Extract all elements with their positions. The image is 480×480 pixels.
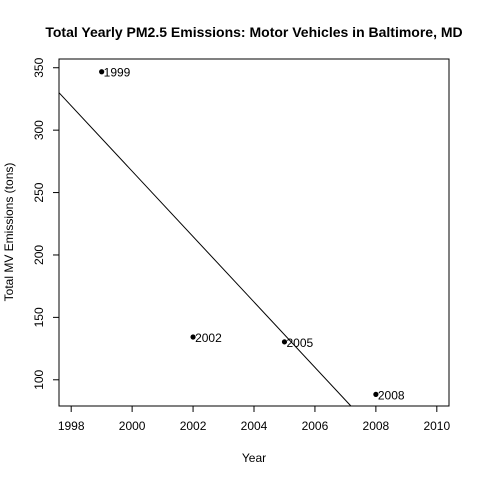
point-label-2008: 2008 — [378, 388, 405, 402]
data-point-2008 — [373, 391, 379, 397]
x-tick-label: 2002 — [180, 419, 207, 433]
y-tick-label: 250 — [32, 182, 46, 202]
x-axis-label: Year — [242, 451, 266, 465]
x-tick-label: 2000 — [119, 419, 146, 433]
axis-ticks: 1998 2000 2002 2004 2006 2008 2010 100 150 200 250… — [32, 57, 450, 433]
data-point-2002 — [190, 334, 196, 340]
point-label-2005: 2005 — [286, 336, 313, 350]
point-label-2002: 2002 — [195, 331, 222, 345]
y-axis-label: Total MV Emissions (tons) — [2, 163, 16, 302]
x-tick-label: 1998 — [58, 419, 85, 433]
y-tick-label: 300 — [32, 120, 46, 140]
x-tick-label: 2010 — [423, 419, 450, 433]
y-tick-label: 100 — [32, 369, 46, 389]
trend-line-group — [58, 92, 352, 407]
y-tick-label: 350 — [32, 57, 46, 77]
point-label-1999: 1999 — [104, 66, 131, 80]
trend-line — [58, 92, 352, 407]
x-tick-label: 2004 — [241, 419, 268, 433]
data-point-2005 — [281, 339, 288, 345]
data-points: 1999 2002 2005 2008 — [99, 66, 405, 402]
data-point-1999 — [99, 69, 105, 75]
y-tick-label: 150 — [32, 307, 46, 327]
x-tick-label: 2008 — [363, 419, 390, 433]
y-tick-label: 200 — [32, 245, 46, 265]
plot-frame — [58, 58, 450, 407]
x-tick-label: 2006 — [302, 419, 329, 433]
chart-title: Total Yearly PM2.5 Emissions: Motor Vehi… — [45, 24, 462, 40]
